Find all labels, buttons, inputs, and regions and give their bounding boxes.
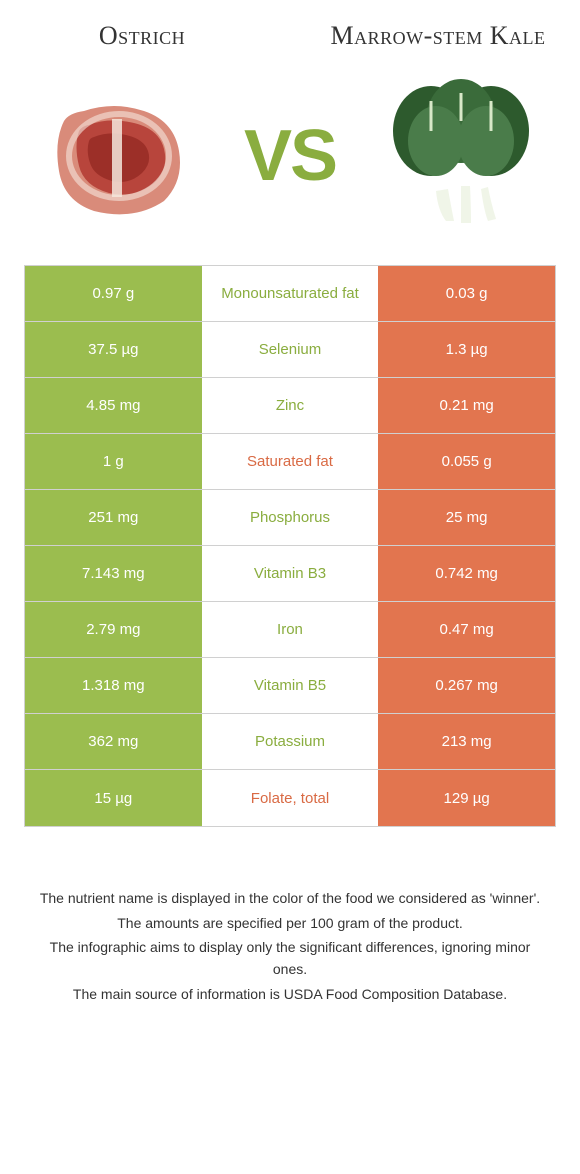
value-left: 4.85 mg — [25, 378, 202, 433]
table-row: 1.318 mgVitamin B50.267 mg — [25, 658, 555, 714]
value-left: 37.5 µg — [25, 322, 202, 377]
ostrich-image — [34, 71, 204, 241]
value-left: 15 µg — [25, 770, 202, 826]
table-row: 2.79 mgIron0.47 mg — [25, 602, 555, 658]
footnote-line: The nutrient name is displayed in the co… — [34, 887, 546, 909]
nutrient-name: Vitamin B5 — [202, 658, 379, 713]
table-row: 7.143 mgVitamin B30.742 mg — [25, 546, 555, 602]
value-right: 0.03 g — [378, 266, 555, 321]
value-right: 0.21 mg — [378, 378, 555, 433]
nutrient-name: Selenium — [202, 322, 379, 377]
value-left: 362 mg — [25, 714, 202, 769]
nutrient-name: Folate, total — [202, 770, 379, 826]
nutrient-name: Vitamin B3 — [202, 546, 379, 601]
value-left: 0.97 g — [25, 266, 202, 321]
footnote-line: The infographic aims to display only the… — [34, 936, 546, 981]
value-right: 0.742 mg — [378, 546, 555, 601]
kale-image — [376, 71, 546, 241]
footnote-line: The amounts are specified per 100 gram o… — [34, 912, 546, 934]
value-left: 1 g — [25, 434, 202, 489]
table-row: 251 mgPhosphorus25 mg — [25, 490, 555, 546]
vs-label: VS — [244, 115, 336, 197]
nutrient-name: Iron — [202, 602, 379, 657]
footnotes: The nutrient name is displayed in the co… — [24, 887, 556, 1005]
header-titles: Ostrich Marrow-stem Kale — [24, 20, 556, 51]
nutrient-name: Monounsaturated fat — [202, 266, 379, 321]
infographic-container: Ostrich Marrow-stem Kale VS — [0, 0, 580, 1027]
value-right: 0.267 mg — [378, 658, 555, 713]
nutrient-name: Zinc — [202, 378, 379, 433]
nutrient-name: Phosphorus — [202, 490, 379, 545]
images-row: VS — [24, 71, 556, 241]
value-left: 1.318 mg — [25, 658, 202, 713]
value-right: 213 mg — [378, 714, 555, 769]
table-row: 37.5 µgSelenium1.3 µg — [25, 322, 555, 378]
value-left: 251 mg — [25, 490, 202, 545]
table-row: 15 µgFolate, total129 µg — [25, 770, 555, 826]
nutrient-name: Potassium — [202, 714, 379, 769]
nutrient-table: 0.97 gMonounsaturated fat0.03 g37.5 µgSe… — [24, 265, 556, 827]
table-row: 1 gSaturated fat0.055 g — [25, 434, 555, 490]
title-right: Marrow-stem Kale — [320, 20, 556, 51]
value-right: 25 mg — [378, 490, 555, 545]
value-right: 1.3 µg — [378, 322, 555, 377]
table-row: 362 mgPotassium213 mg — [25, 714, 555, 770]
value-left: 2.79 mg — [25, 602, 202, 657]
value-left: 7.143 mg — [25, 546, 202, 601]
footnote-line: The main source of information is USDA F… — [34, 983, 546, 1005]
value-right: 0.055 g — [378, 434, 555, 489]
table-row: 4.85 mgZinc0.21 mg — [25, 378, 555, 434]
title-left: Ostrich — [24, 20, 260, 51]
nutrient-name: Saturated fat — [202, 434, 379, 489]
table-row: 0.97 gMonounsaturated fat0.03 g — [25, 266, 555, 322]
value-right: 0.47 mg — [378, 602, 555, 657]
value-right: 129 µg — [378, 770, 555, 826]
